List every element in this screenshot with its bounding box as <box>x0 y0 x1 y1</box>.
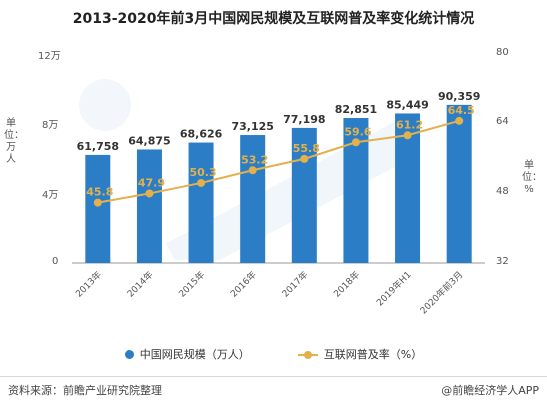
left-tick-2: 8万 <box>42 120 59 131</box>
line-value-label-4: 55.8 <box>293 142 320 155</box>
bar-value-label-4: 77,198 <box>283 113 325 126</box>
legend: 中国网民规模（万人） 互联网普及率（%） <box>0 346 547 362</box>
bar-value-label-0: 61,758 <box>77 140 119 153</box>
x-tick-label-2: 2015年 <box>176 269 207 300</box>
x-tick-label-4: 2017年 <box>279 269 310 300</box>
bar-4 <box>291 127 317 263</box>
line-value-label-3: 53.2 <box>241 153 268 166</box>
right-tick-3: 80 <box>496 47 509 58</box>
bar-2 <box>188 142 214 263</box>
bar-value-label-5: 82,851 <box>335 103 377 116</box>
bar-0 <box>85 154 111 263</box>
legend-item-line: 互联网普及率（%） <box>297 346 423 362</box>
legend-bar-marker <box>124 349 134 359</box>
brand-text: @前瞻经济学人APP <box>441 384 539 397</box>
x-tick-label-0: 2013年 <box>73 269 104 300</box>
line-point-2 <box>197 178 206 187</box>
line-point-5 <box>351 138 360 147</box>
line-value-label-7: 64.5 <box>448 104 475 117</box>
line-series <box>97 119 460 204</box>
right-tick-0: 32 <box>496 256 509 267</box>
line-point-3 <box>248 166 257 175</box>
line-point-7 <box>455 116 464 125</box>
bar-7 <box>446 104 472 263</box>
chart-title: 2013-2020年前3月中国网民规模及互联网普及率变化统计情况 <box>72 11 475 27</box>
legend-line-label: 互联网普及率（%） <box>323 348 423 361</box>
line-point-0 <box>93 198 102 207</box>
line-value-label-0: 45.8 <box>86 186 113 199</box>
legend-line-marker <box>297 350 318 359</box>
left-tick-3: 12万 <box>38 51 61 62</box>
line-value-label-1: 47.9 <box>138 176 165 189</box>
bar-value-label-6: 85,449 <box>386 98 428 111</box>
line-point-6 <box>403 131 412 140</box>
right-axis-label: 单位：% <box>522 160 542 195</box>
left-tick-0: 0 <box>52 256 59 267</box>
legend-item-bar: 中国网民规模（万人） <box>124 346 250 362</box>
line-value-label-6: 61.2 <box>396 118 423 131</box>
bar-1 <box>136 149 162 263</box>
footer: 资料来源：前瞻产业研究院整理 @前瞻经济学人APP <box>0 376 547 401</box>
left-axis-label: 单位：万人 <box>4 118 24 165</box>
x-tick-label-3: 2016年 <box>228 269 259 300</box>
bar-value-label-7: 90,359 <box>438 90 480 103</box>
bar-value-label-2: 68,626 <box>180 128 223 141</box>
brand: @前瞻经济学人APP <box>441 382 539 398</box>
x-tick-label-1: 2014年 <box>125 269 156 300</box>
x-tick-label-5: 2018年 <box>331 269 362 300</box>
right-tick-2: 64 <box>496 116 509 127</box>
line-value-label-5: 59.6 <box>344 125 371 138</box>
bar-value-label-3: 73,125 <box>231 120 273 133</box>
bar-value-label-1: 64,875 <box>128 134 170 147</box>
legend-bar-label: 中国网民规模（万人） <box>139 348 250 361</box>
line-value-label-2: 50.3 <box>189 166 216 179</box>
line-point-4 <box>300 154 309 163</box>
bar-3 <box>240 135 266 263</box>
x-tick-label-6: 2019年H1 <box>374 269 414 309</box>
x-tick-label-7: 2020年前3月 <box>417 269 465 317</box>
source-note: 资料来源：前瞻产业研究院整理 <box>8 384 162 397</box>
right-tick-1: 48 <box>496 186 509 197</box>
left-tick-1: 4万 <box>42 190 59 201</box>
line-point-1 <box>145 189 154 198</box>
